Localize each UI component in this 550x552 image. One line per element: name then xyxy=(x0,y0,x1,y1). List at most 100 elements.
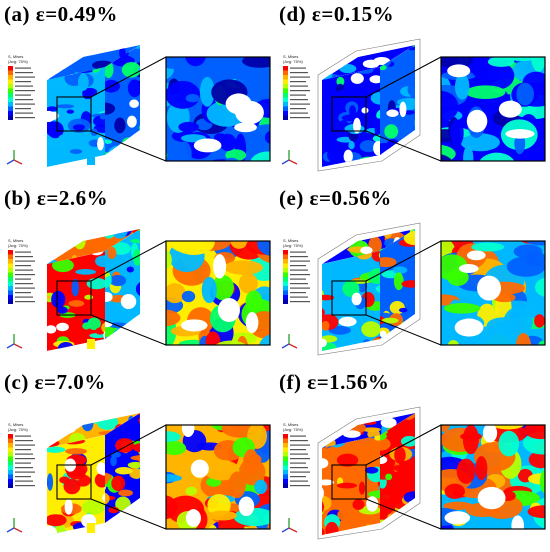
legend-value xyxy=(15,108,31,110)
zoom-region-box xyxy=(56,280,92,316)
legend-swatch xyxy=(8,281,13,286)
legend-value xyxy=(15,458,35,460)
legend-swatch xyxy=(283,97,288,102)
legend-swatch xyxy=(8,479,13,484)
legend-swatch xyxy=(8,483,13,488)
legend-value xyxy=(15,278,31,280)
legend-subtitle: (Avg: 75%) xyxy=(8,243,28,248)
panel-e: (e) ε=0.56% S, Mises (Avg: 75%) xyxy=(275,184,550,368)
legend-value xyxy=(15,485,35,487)
legend-swatch xyxy=(8,97,13,102)
legend-value xyxy=(15,480,33,482)
legend-swatch xyxy=(8,438,13,443)
legend-swatch xyxy=(8,447,13,452)
panel-d-figure: S, Mises(Avg: 75%) xyxy=(281,38,546,172)
legend-value xyxy=(290,85,308,87)
legend-swatch xyxy=(8,75,13,80)
zoomed-inset xyxy=(441,425,545,529)
legend-value xyxy=(15,85,33,87)
legend-value xyxy=(290,292,306,294)
legend-value xyxy=(15,467,33,469)
legend-swatch xyxy=(8,102,13,107)
axis-triad-icon xyxy=(6,150,23,165)
legend-value xyxy=(290,81,306,83)
legend-swatch xyxy=(283,456,288,461)
legend-swatch xyxy=(8,254,13,259)
legend-swatch xyxy=(283,250,288,255)
panel-label-d: (d) ε=0.15% xyxy=(279,2,395,26)
legend-swatch xyxy=(283,102,288,107)
zoom-region-box xyxy=(331,280,367,316)
porous-cube-model xyxy=(317,222,421,356)
porous-cube-model xyxy=(317,38,421,172)
legend-swatch xyxy=(283,84,288,89)
panel-e-figure: S, Mises(Avg: 75%) xyxy=(281,222,546,356)
legend-subtitle: (Avg: 75%) xyxy=(283,427,303,432)
legend-swatch xyxy=(8,84,13,89)
legend-value xyxy=(15,260,35,262)
legend-swatch xyxy=(8,299,13,304)
legend-swatch xyxy=(283,88,288,93)
legend-value xyxy=(290,440,308,442)
legend-swatch xyxy=(8,106,13,111)
legend-swatch xyxy=(8,461,13,466)
legend-value xyxy=(290,67,306,69)
legend-value xyxy=(15,99,33,101)
legend-title: S, Mises xyxy=(283,422,298,427)
legend-swatch xyxy=(283,452,288,457)
legend-swatch xyxy=(8,263,13,268)
legend-value xyxy=(15,444,35,446)
legend-swatch xyxy=(283,299,288,304)
zoomed-inset xyxy=(441,241,545,345)
legend-swatch xyxy=(283,93,288,98)
legend-swatch xyxy=(8,290,13,295)
legend-swatch xyxy=(283,259,288,264)
legend-swatch xyxy=(8,93,13,98)
porous-cube-model xyxy=(317,406,421,540)
panel-label-e: (e) ε=0.56% xyxy=(279,186,392,210)
zoom-region-box xyxy=(56,464,92,500)
legend-value xyxy=(15,440,33,442)
legend-swatch xyxy=(8,272,13,277)
color-legend: S, Mises(Avg: 75%) xyxy=(283,238,310,304)
legend-swatch xyxy=(283,479,288,484)
legend-value xyxy=(15,265,31,267)
axis-triad-icon xyxy=(6,518,23,533)
legend-swatch xyxy=(8,465,13,470)
legend-swatch xyxy=(283,66,288,71)
legend-swatch xyxy=(8,70,13,75)
legend-swatch xyxy=(283,465,288,470)
legend-value xyxy=(15,283,33,285)
legend-value xyxy=(290,76,310,78)
legend-value xyxy=(15,117,35,119)
legend-swatch xyxy=(283,79,288,84)
legend-value xyxy=(290,103,310,105)
legend-value xyxy=(290,449,306,451)
legend-value xyxy=(290,287,310,289)
legend-value xyxy=(290,480,308,482)
legend-value xyxy=(290,467,308,469)
legend-swatch xyxy=(283,474,288,479)
legend-swatch xyxy=(8,470,13,475)
legend-swatch xyxy=(283,115,288,120)
legend-value xyxy=(15,476,31,478)
legend-value xyxy=(15,90,35,92)
legend-value xyxy=(290,260,310,262)
legend-value xyxy=(290,485,310,487)
legend-swatch xyxy=(283,461,288,466)
color-legend: S, Mises(Avg: 75%) xyxy=(8,54,35,120)
legend-swatch xyxy=(283,106,288,111)
legend-swatch xyxy=(8,452,13,457)
porous-cube-model xyxy=(47,413,140,535)
legend-subtitle: (Avg: 75%) xyxy=(8,427,28,432)
legend-value xyxy=(15,269,33,271)
legend-subtitle: (Avg: 75%) xyxy=(8,59,28,64)
zoomed-inset xyxy=(166,425,270,529)
legend-value xyxy=(290,265,306,267)
axis-triad-icon xyxy=(281,518,298,533)
legend-swatch xyxy=(8,111,13,116)
legend-value xyxy=(15,435,31,437)
legend-swatch xyxy=(283,295,288,300)
legend-swatch xyxy=(283,290,288,295)
legend-swatch xyxy=(8,268,13,273)
